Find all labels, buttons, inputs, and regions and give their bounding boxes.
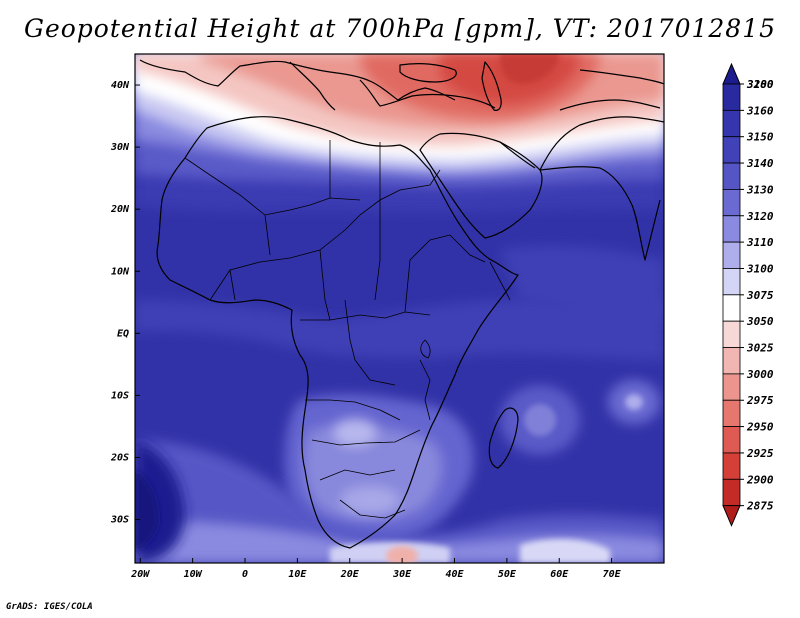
colorbar-swatch (722, 162, 741, 190)
colorbar-label: 3150 (746, 131, 774, 144)
colorbar-label: 2975 (746, 394, 774, 407)
colorbar-label: 2900 (746, 473, 774, 486)
country-borders (184, 140, 511, 519)
lon-tick-label: 20E (340, 569, 360, 580)
colorbar-label: 2875 (746, 500, 774, 513)
lat-tick-label: EQ (117, 328, 129, 339)
lon-tick-label: 0 (242, 569, 248, 580)
colorbar-swatch (722, 241, 741, 269)
colorbar-label: 3075 (746, 289, 774, 302)
height-field (135, 54, 664, 563)
lat-tick-label: 40N (111, 80, 130, 91)
grads-credit: GrADS: IGES/COLA (6, 602, 93, 612)
lon-tick-label: 10E (288, 569, 307, 580)
longitude-axis: 20W 10W 0 10E 20E 30E 40E 50E 60E 70E (130, 558, 622, 580)
colorbar-swatch (722, 426, 741, 454)
lat-tick-label: 10N (111, 266, 130, 277)
colorbar-swatch (722, 478, 741, 507)
lon-tick-label: 40E (445, 569, 464, 580)
colorbar-label: 3200 (746, 78, 774, 91)
lon-tick-label: 50E (498, 569, 517, 580)
colorbar-top-triangle (722, 62, 741, 85)
colorbar-label: 3100 (746, 262, 774, 275)
colorbar-swatch (722, 452, 741, 480)
lon-tick-label: 10W (184, 569, 203, 580)
colorbar-label: 3130 (746, 183, 774, 196)
colorbar-swatch (722, 294, 741, 322)
colorbar-swatch (722, 347, 741, 375)
lat-tick-label: 10S (111, 390, 129, 401)
colorbar-swatch (722, 83, 741, 111)
colorbar-label: 3120 (746, 210, 774, 223)
lat-tick-label: 30N (110, 142, 130, 153)
colorbar-swatch (722, 373, 741, 401)
lat-tick-label: 30S (110, 515, 129, 526)
colorbar-label: 3050 (746, 315, 774, 328)
colorbar-swatch (722, 399, 741, 427)
colorbar-swatch (722, 136, 741, 164)
colorbar-label: 2950 (746, 421, 774, 434)
colorbar-swatch (722, 268, 741, 296)
latitude-axis: 40N 30N 20N 10N EQ 10S 20S 30S (110, 80, 140, 526)
colorbar-label: 3140 (746, 157, 774, 170)
lon-tick-label: 20W (130, 569, 150, 580)
colorbar-swatch (722, 320, 741, 348)
colorbar-swatch (722, 215, 741, 243)
lat-tick-label: 20N (110, 204, 130, 215)
lon-tick-label: 60E (550, 569, 569, 580)
coastlines (139, 59, 664, 549)
lon-tick-label: 70E (603, 569, 622, 580)
colorbar-label: 3110 (746, 236, 774, 249)
colorbar-label: 3160 (746, 104, 774, 117)
colorbar-label: 3025 (746, 342, 774, 355)
colorbar-label: 3000 (746, 368, 774, 381)
colorbar-label: 3180 (746, 78, 774, 91)
map-title: Geopotential Height at 700hPa [gpm], VT:… (23, 14, 777, 43)
lon-tick-label: 30E (392, 569, 412, 580)
plot-frame (134, 53, 665, 564)
colorbar-label: 2925 (746, 447, 774, 460)
colorbar-swatch (722, 189, 741, 217)
colorbar-swatch (722, 109, 741, 138)
colorbar-bottom-triangle (722, 505, 741, 527)
lat-tick-label: 20S (110, 452, 129, 463)
